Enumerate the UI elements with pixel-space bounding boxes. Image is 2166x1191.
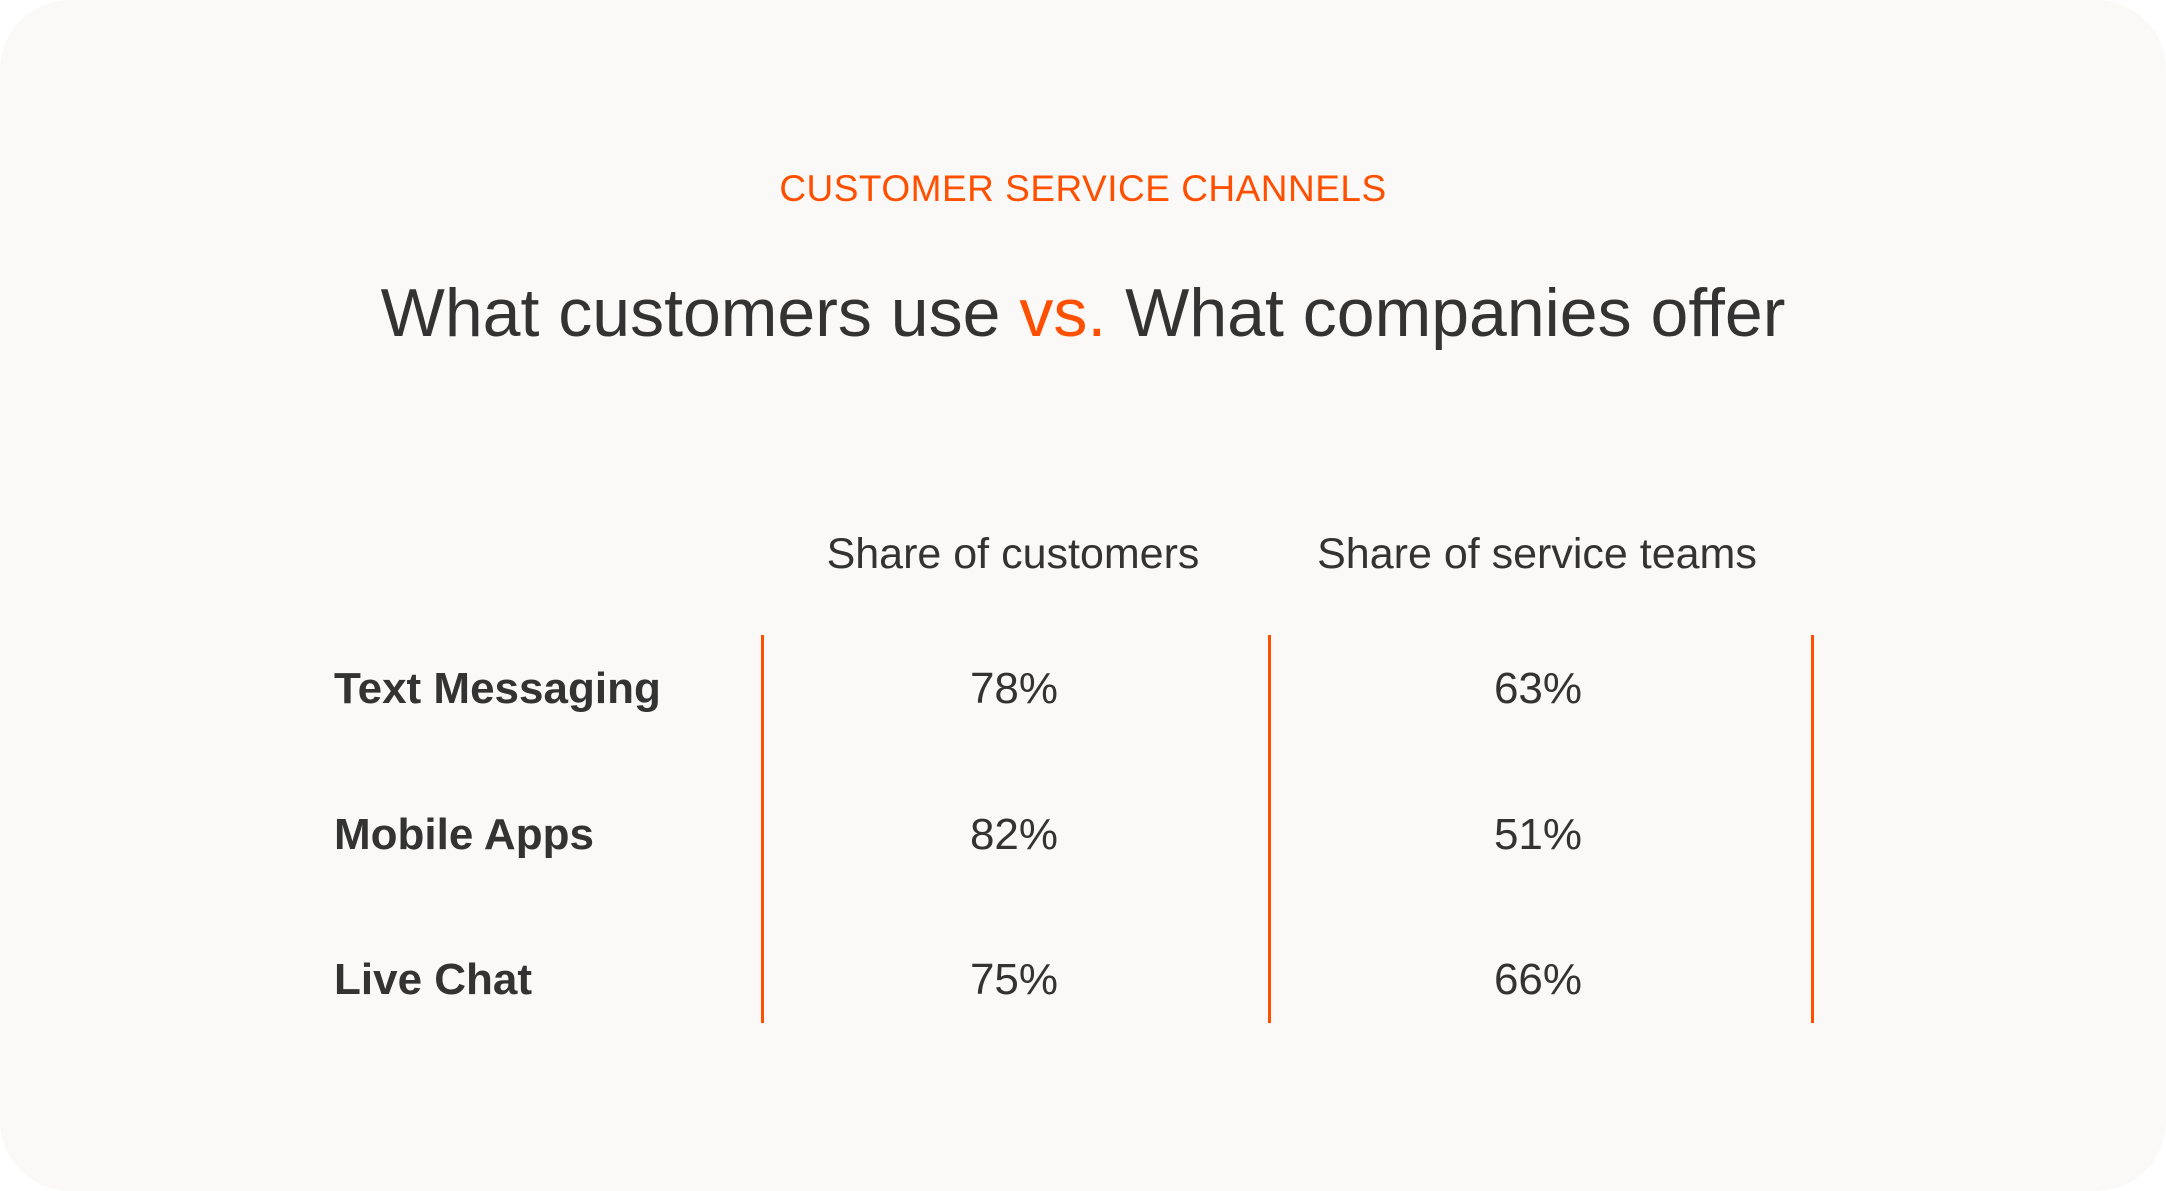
teams-value: 51%: [1493, 810, 1583, 859]
page-title: What customers use vs. What companies of…: [0, 274, 2166, 352]
customers-value: 78%: [969, 664, 1059, 713]
customers-value: 75%: [969, 955, 1059, 1004]
divider-line: [1811, 635, 1814, 1023]
row-label: Text Messaging: [334, 664, 661, 713]
section-label: CUSTOMER SERVICE CHANNELS: [779, 168, 1387, 209]
title-accent: vs.: [1019, 275, 1107, 351]
row-label: Mobile Apps: [334, 810, 594, 859]
title-part-2: What companies offer: [1125, 275, 1786, 351]
divider-line: [1268, 635, 1271, 1023]
customers-value: 82%: [969, 810, 1059, 859]
column-header-customers: Share of customers: [826, 530, 1200, 578]
column-header-teams: Share of service teams: [1317, 530, 1757, 578]
divider-line: [761, 635, 764, 1023]
title-part-1: What customers use: [380, 275, 1001, 351]
teams-value: 66%: [1493, 955, 1583, 1004]
row-label: Live Chat: [334, 955, 533, 1004]
teams-value: 63%: [1493, 664, 1583, 713]
